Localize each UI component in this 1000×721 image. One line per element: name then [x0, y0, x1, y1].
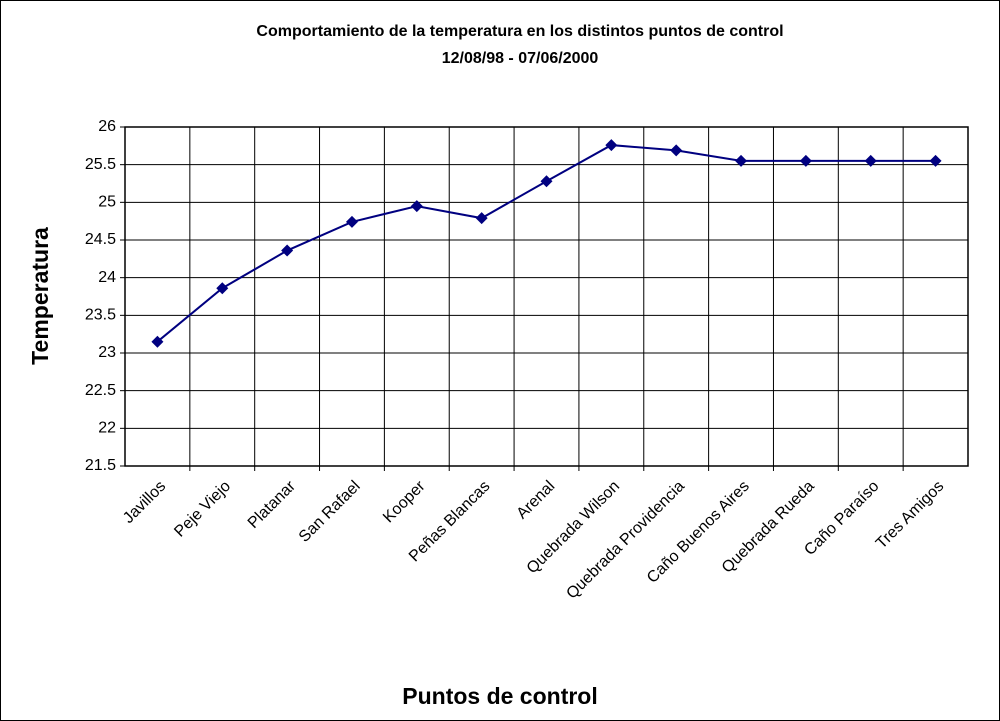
chart-subtitle: 12/08/98 - 07/06/2000 [442, 50, 599, 67]
y-tick-label: 22 [98, 420, 116, 437]
y-tick-label: 23 [98, 344, 116, 361]
y-tick-label: 24 [98, 269, 116, 286]
y-tick-label: 25.5 [85, 156, 116, 173]
y-axis-label: Temperatura [27, 227, 53, 365]
marker [735, 154, 748, 167]
marker [410, 200, 423, 213]
y-tick-label: 25 [98, 194, 116, 211]
y-tick-label: 23.5 [85, 307, 116, 324]
chart-title: Comportamiento de la temperatura en los … [256, 23, 783, 40]
plot-border [124, 126, 969, 467]
marker [929, 154, 942, 167]
marker [799, 154, 812, 167]
y-tick-label: 24.5 [85, 231, 116, 248]
marker [540, 175, 553, 188]
marker [864, 154, 877, 167]
marker [475, 212, 488, 225]
x-axis-label: Puntos de control [402, 683, 598, 709]
marker [670, 144, 683, 157]
marker [151, 335, 164, 348]
marker [345, 215, 358, 228]
marker [605, 139, 618, 152]
y-tick-label: 22.5 [85, 382, 116, 399]
y-tick-label: 26 [98, 118, 116, 135]
marker [281, 244, 294, 257]
y-tick-label: 21.5 [85, 457, 116, 474]
marker [216, 282, 229, 295]
